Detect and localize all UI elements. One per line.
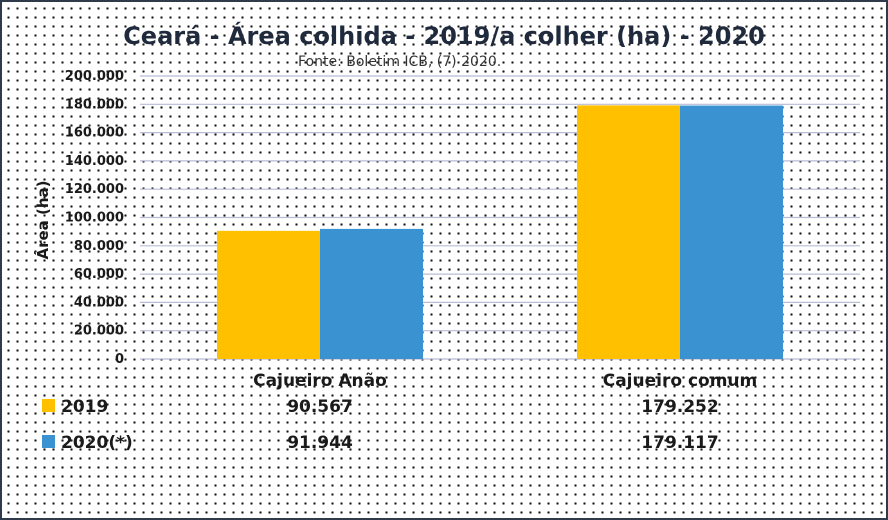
y-tick-label: 200.000	[65, 69, 124, 84]
data-value-label: 179.117	[641, 433, 718, 453]
category-label: Cajueiro Anão	[253, 371, 387, 391]
y-tick-label: 160.000	[65, 126, 124, 141]
y-tick-label: 40.000	[74, 295, 124, 310]
y-tick-label: 120.000	[65, 182, 124, 197]
data-table: 2019 90.567 179.252 2020(*) 91.944 179.117	[42, 397, 719, 453]
category-label: Cajueiro comum	[603, 371, 758, 391]
y-axis-label: Área (ha)	[33, 180, 52, 259]
y-tick-label: 0	[115, 352, 124, 367]
y-tick-label: 20.000	[74, 324, 124, 339]
legend-swatch	[42, 399, 55, 412]
legend-label: 2020(*)	[61, 433, 133, 453]
bar-2019-2	[577, 105, 680, 359]
legend-label: 2019	[61, 397, 108, 417]
y-tick-label: 100.000	[65, 211, 124, 226]
data-value-label: 179.252	[641, 397, 718, 417]
chart-title: Ceará - Área colhida - 2019/a colher (ha…	[123, 22, 765, 50]
y-tick-label: 80.000	[74, 239, 124, 254]
bar-2020-1	[320, 228, 423, 359]
y-tick-label: 60.000	[74, 267, 124, 282]
chart-subtitle: Fonte: Boletim ICB, (7) 2020.	[298, 54, 502, 70]
y-axis-ticks: 0 20.000 40.000 60.000 80.000 100.000 120.000 1…	[65, 69, 124, 367]
y-tick-label: 180.000	[65, 97, 124, 112]
bars	[217, 105, 783, 360]
data-value-label: 91.944	[287, 433, 353, 453]
data-value-label: 90.567	[287, 397, 353, 417]
category-labels: Cajueiro Anão Cajueiro comum	[253, 371, 757, 391]
bar-2020-2	[680, 105, 783, 360]
bar-2019-1	[217, 230, 320, 359]
legend-swatch	[42, 435, 55, 448]
y-tick-label: 140.000	[65, 154, 124, 169]
